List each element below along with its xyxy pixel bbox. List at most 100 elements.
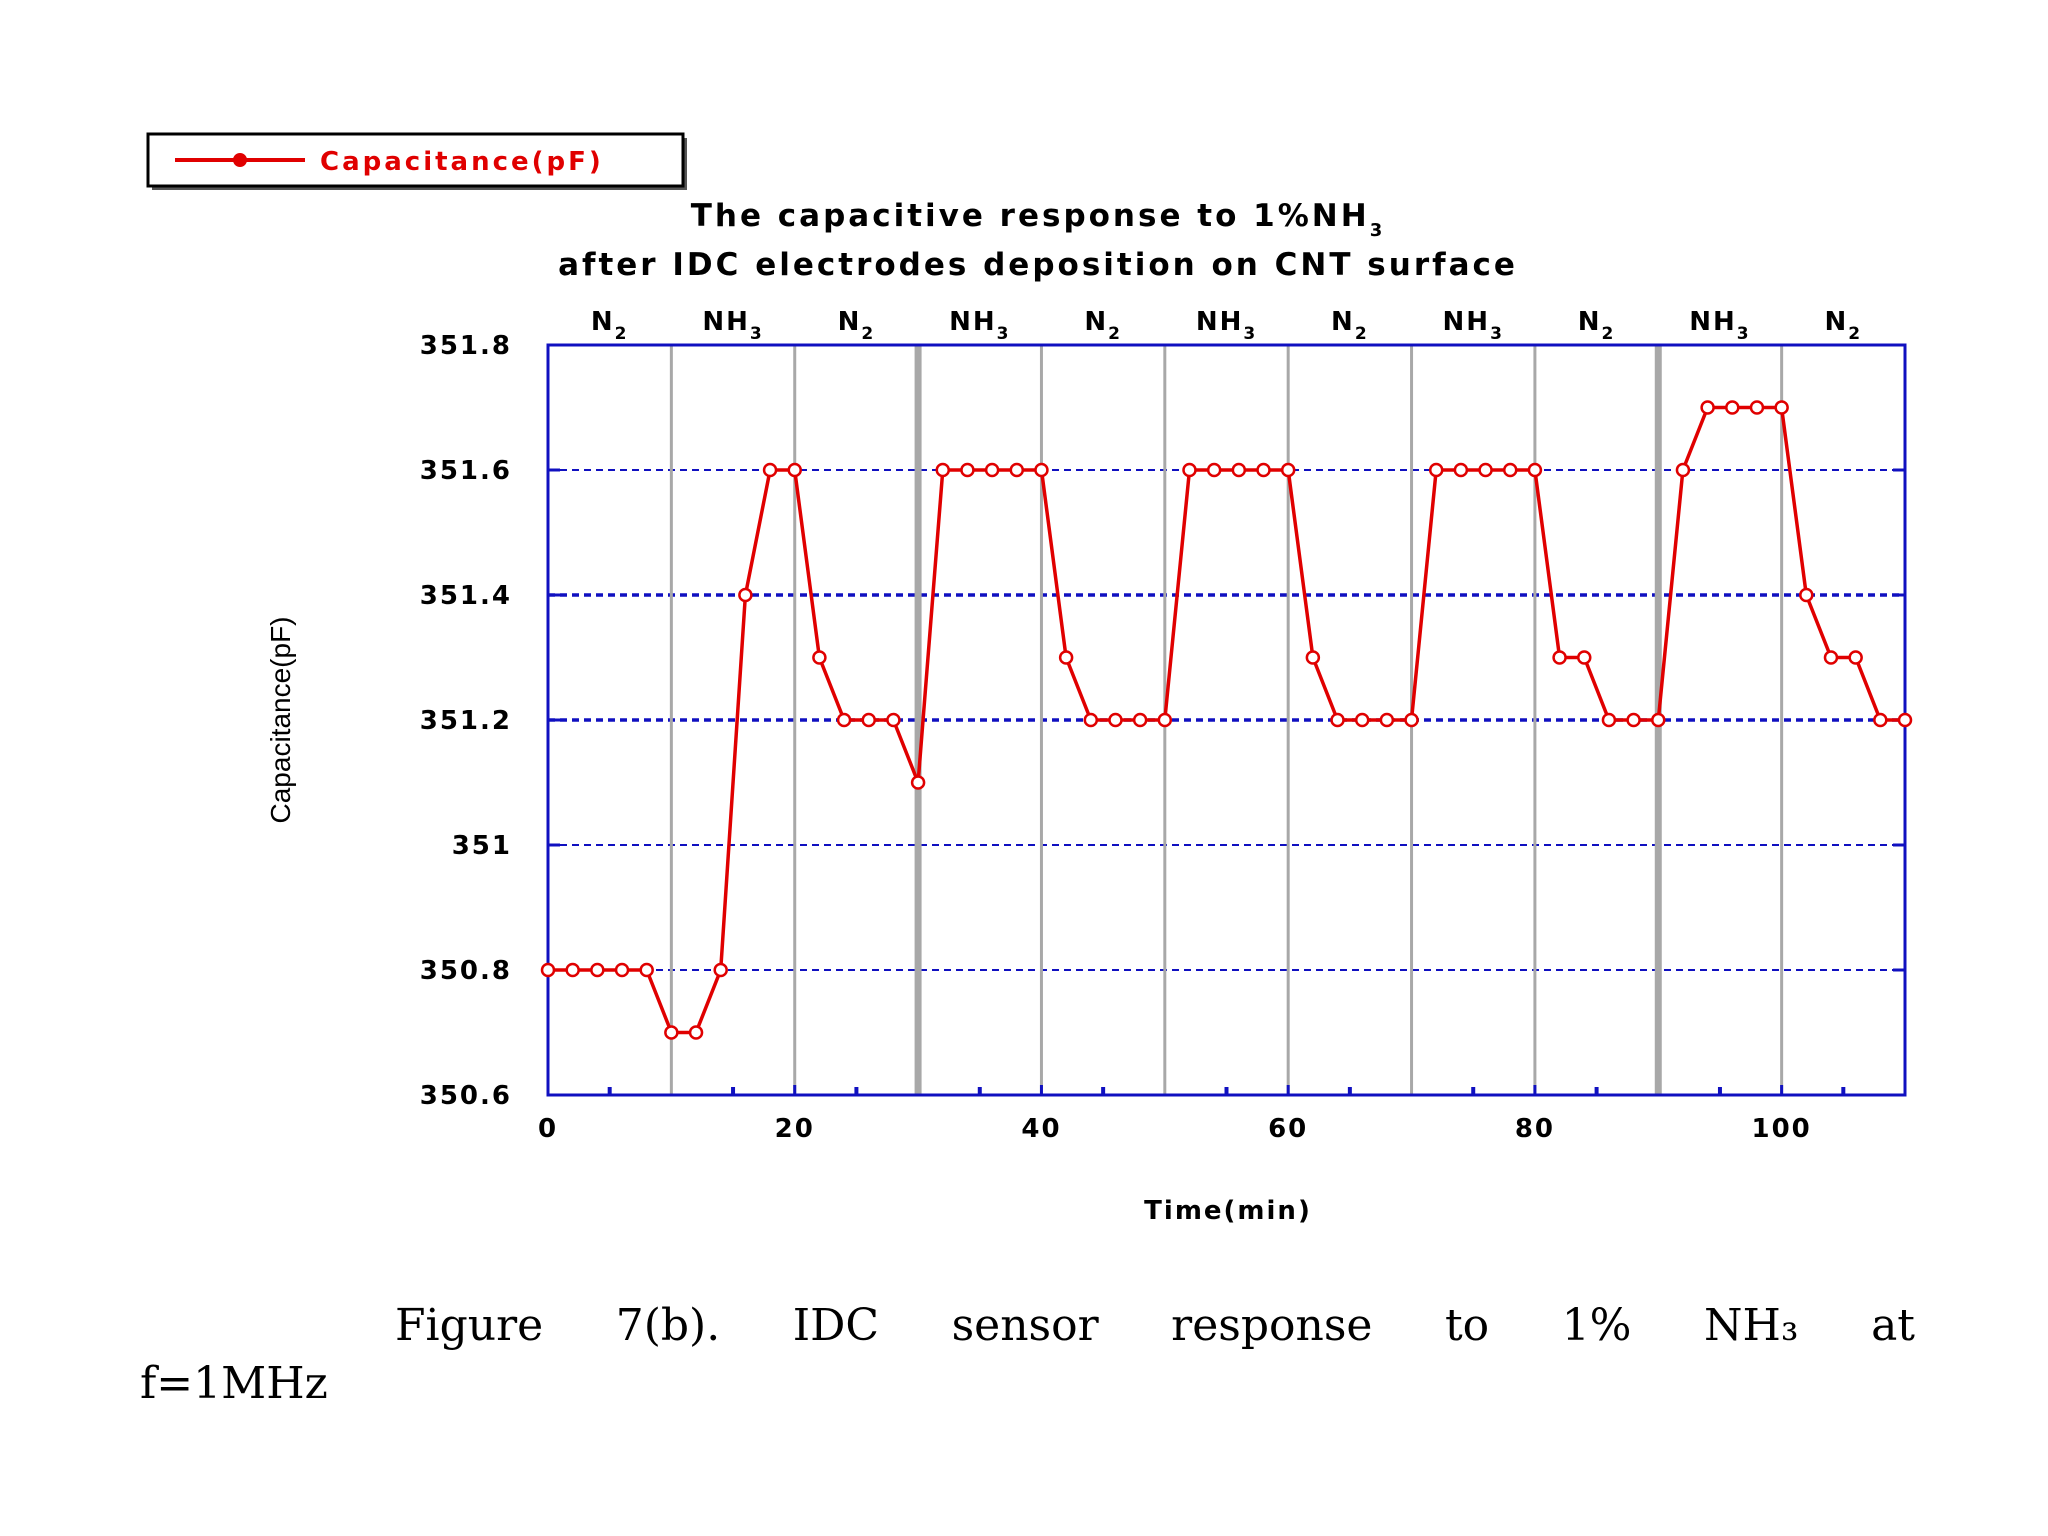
data-point <box>836 712 852 728</box>
phase-label: NH3 <box>1689 307 1750 344</box>
data-point <box>1749 400 1765 415</box>
data-point <box>565 962 580 978</box>
y-tick-label: 351.2 <box>420 706 512 736</box>
data-point <box>1404 712 1419 728</box>
data-point <box>1231 462 1247 478</box>
x-tick-label: 20 <box>775 1114 815 1144</box>
chart-title-line1: The capacitive response to 1%NH3 <box>691 198 1385 241</box>
phase-label: N2 <box>591 307 629 344</box>
phase-label: N2 <box>1825 307 1863 344</box>
chart-title-line1-sub: 3 <box>1370 220 1386 241</box>
data-point <box>590 962 605 978</box>
phase-label-sub: 3 <box>750 324 764 344</box>
phase-label-text: NH <box>1443 307 1491 337</box>
data-point <box>1848 650 1863 665</box>
phase-label-sub: 3 <box>1490 324 1504 344</box>
x-tick-label: 40 <box>1021 1114 1061 1144</box>
data-point <box>1034 462 1049 478</box>
x-tick-label: 0 <box>538 1114 558 1144</box>
data-point <box>1058 650 1074 665</box>
phase-label-sub: 2 <box>1355 324 1369 344</box>
data-point <box>1354 712 1370 728</box>
data-point <box>639 962 654 978</box>
data-point <box>1453 462 1469 478</box>
phase-label: N2 <box>1578 307 1616 344</box>
data-point <box>688 1025 704 1040</box>
phase-label-text: N <box>1084 307 1108 337</box>
phase-label: N2 <box>838 307 876 344</box>
y-axis-label: Capacitance(pF) <box>265 617 296 824</box>
data-point <box>762 462 778 478</box>
phase-label-text: NH <box>1196 307 1244 337</box>
y-tick-label: 351.8 <box>420 331 512 361</box>
data-point <box>1725 400 1740 415</box>
phase-label-text: NH <box>1689 307 1737 337</box>
phase-label-sub: 3 <box>1243 324 1257 344</box>
data-point <box>1577 650 1592 665</box>
data-point <box>1206 462 1222 478</box>
data-point <box>1527 462 1543 478</box>
phase-label: NH3 <box>949 307 1010 344</box>
phase-label-sub: 2 <box>615 324 629 344</box>
phase-label-sub: 2 <box>861 324 875 344</box>
phase-label-sub: 3 <box>997 324 1011 344</box>
y-tick-label: 350.8 <box>420 956 512 986</box>
figure-caption-line2: f=1MHz <box>140 1358 328 1409</box>
data-point <box>1700 400 1715 415</box>
chart-title-line2: after IDC electrodes deposition on CNT s… <box>558 247 1518 283</box>
x-tick-label: 80 <box>1515 1114 1555 1144</box>
data-point <box>1083 712 1099 728</box>
data-point <box>1280 462 1296 478</box>
phase-label-text: NH <box>949 307 997 337</box>
phase-label-sub: 3 <box>1737 324 1751 344</box>
data-point <box>1132 712 1148 728</box>
figure-caption-line1: Figure 7(b). IDC sensor response to 1% N… <box>395 1300 1915 1351</box>
data-point <box>1651 712 1666 728</box>
phase-label-text: N <box>838 307 862 337</box>
data-point <box>1330 712 1345 728</box>
data-point <box>1157 712 1173 728</box>
phase-label-text: N <box>1331 307 1355 337</box>
grid-layer <box>548 469 1905 971</box>
phase-label-text: N <box>1825 307 1849 337</box>
data-point <box>614 962 630 978</box>
data-point <box>1675 462 1691 478</box>
data-point <box>713 962 728 978</box>
chart-title-line1-text: The capacitive response to 1%NH <box>691 198 1370 234</box>
phase-label: NH3 <box>702 307 763 344</box>
data-point <box>1601 712 1617 728</box>
data-point <box>1428 462 1444 478</box>
phase-label-text: N <box>1578 307 1602 337</box>
phase-label: N2 <box>1084 307 1122 344</box>
data-point <box>1379 712 1395 728</box>
data-point <box>1256 462 1271 478</box>
phase-label-text: N <box>591 307 615 337</box>
phase-label-sub: 2 <box>1602 324 1616 344</box>
data-series <box>540 400 1913 1040</box>
y-tick-label: 351.6 <box>420 456 512 486</box>
data-point <box>787 462 802 478</box>
data-point <box>540 962 556 978</box>
phase-label: NH3 <box>1443 307 1504 344</box>
data-point <box>812 650 827 665</box>
data-point <box>960 462 975 478</box>
x-tick-label: 100 <box>1751 1114 1811 1144</box>
axis-ticks: 350.6 350.8 351 351.2 351.4 351.6 351.8 0 20 40 60… <box>420 331 1905 1144</box>
data-point <box>1873 712 1888 728</box>
phase-label: NH3 <box>1196 307 1257 344</box>
data-point <box>861 712 876 728</box>
legend-marker <box>233 153 247 167</box>
data-point <box>664 1025 679 1040</box>
data-point <box>1799 587 1814 603</box>
data-point <box>1626 712 1641 728</box>
data-point <box>1823 650 1839 665</box>
y-tick-label: 351.4 <box>420 581 512 611</box>
legend-label: Capacitance(pF) <box>320 147 604 177</box>
phase-labels: N2 NH3 N2 NH3 N2 NH3 N2 NH3 N2 NH3 N2 <box>591 307 1863 344</box>
x-tick-label: 60 <box>1268 1114 1308 1144</box>
data-point <box>1182 462 1197 478</box>
data-point <box>935 462 951 478</box>
data-point <box>1552 650 1567 665</box>
legend: Capacitance(pF) <box>146 132 687 190</box>
